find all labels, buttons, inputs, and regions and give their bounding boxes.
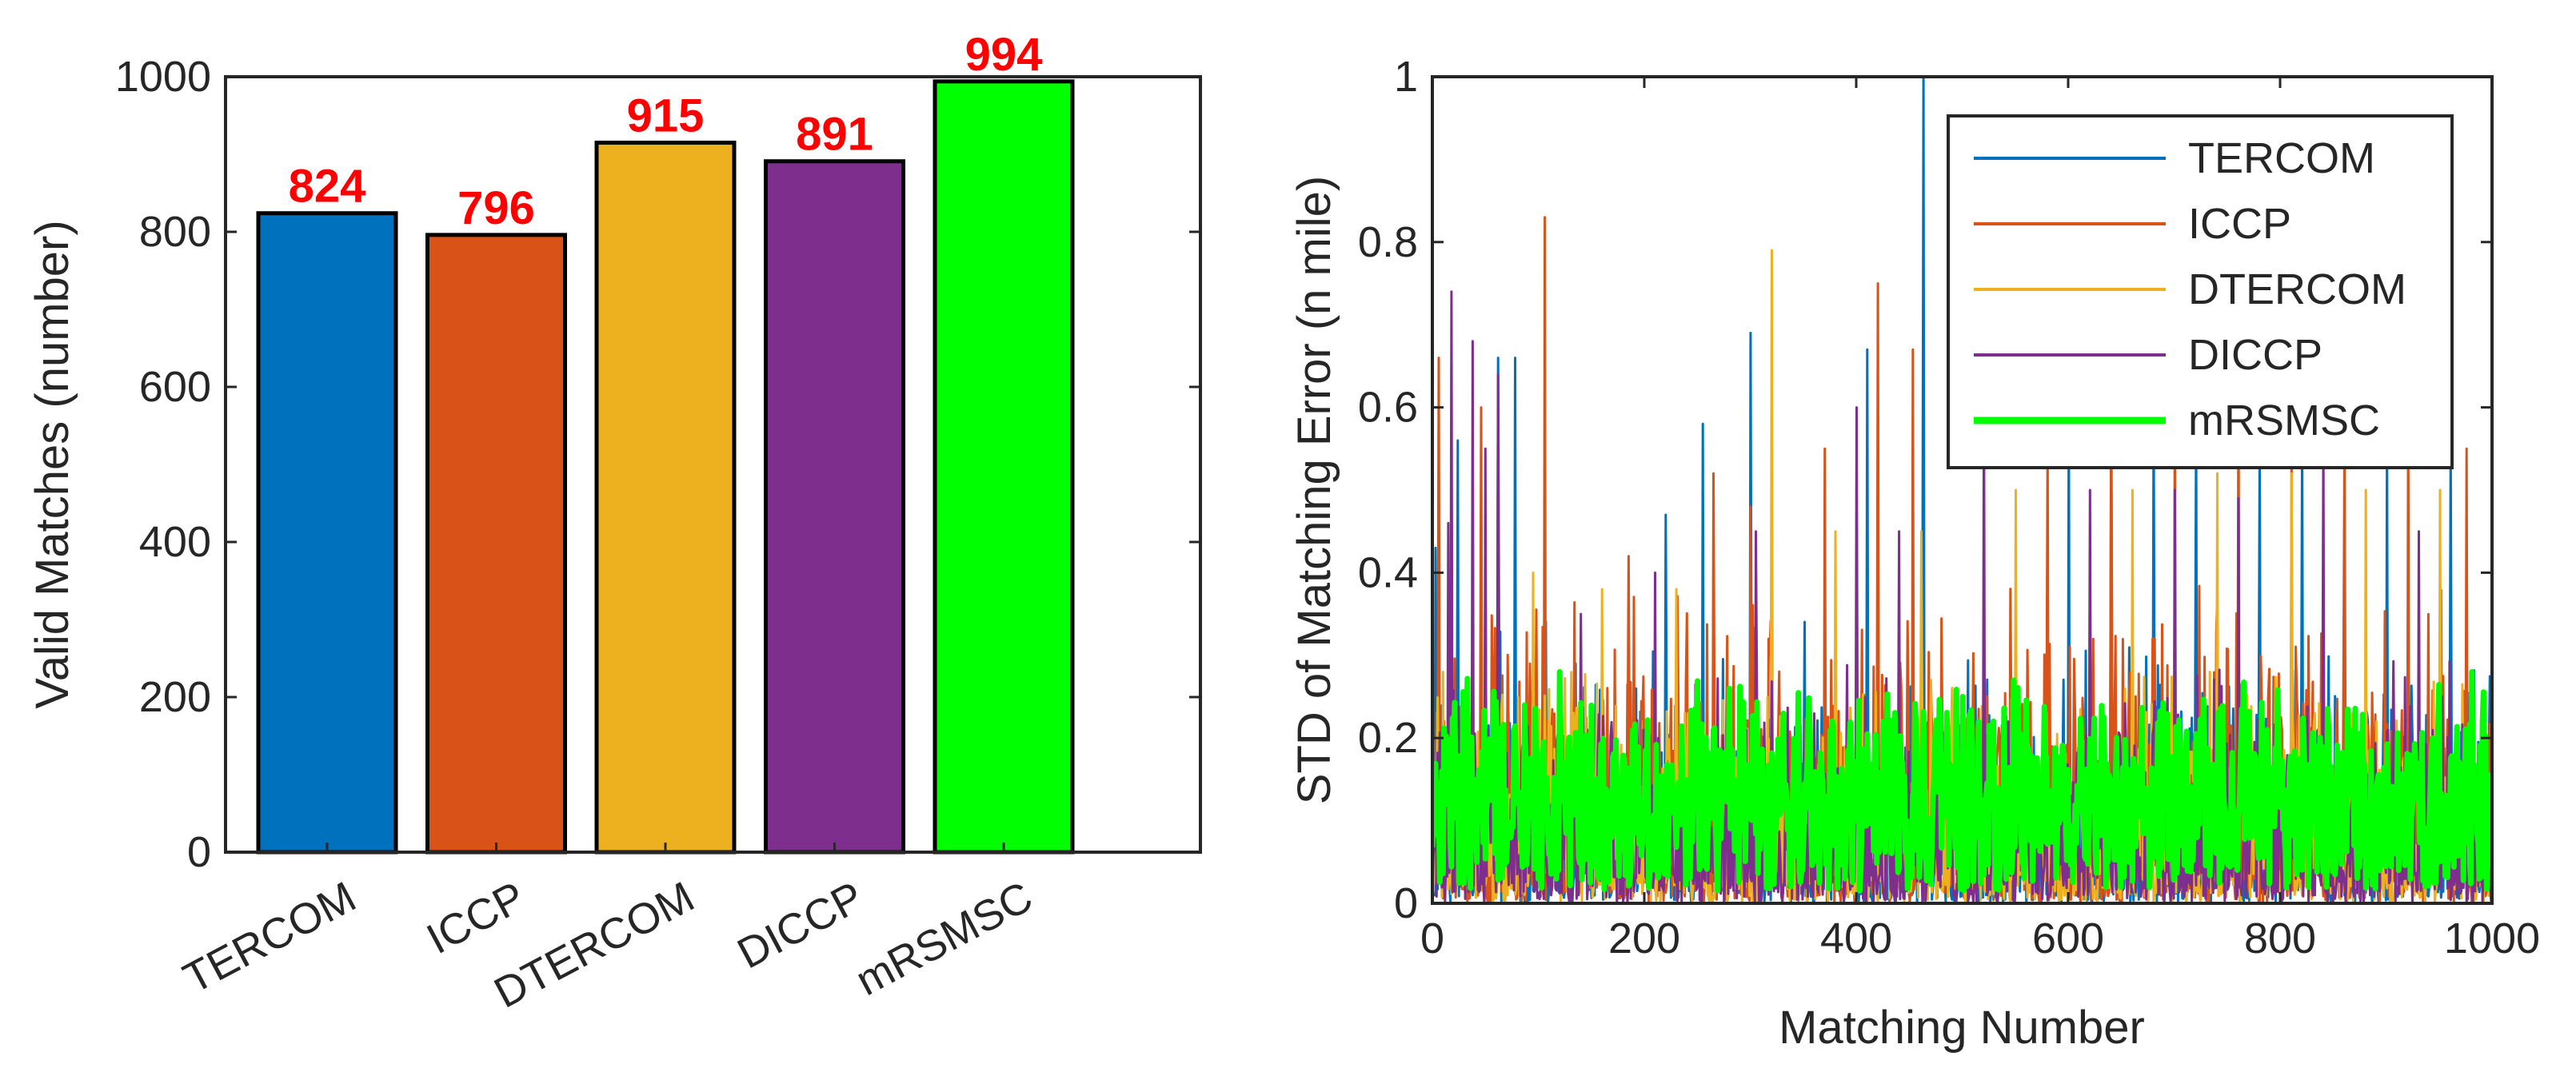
bar-iccp xyxy=(425,233,567,855)
line-chart-x-axis-label: Matching Number xyxy=(1779,1002,2145,1054)
legend-label-diccp: DICCP xyxy=(2188,331,2322,379)
x-tick-label: 0 xyxy=(1420,915,1444,962)
x-tick-label: 600 xyxy=(2032,915,2104,962)
bar-value-label-dtercom: 915 xyxy=(627,90,705,141)
bar-mrsmsc xyxy=(933,79,1075,855)
legend: TERCOM ICCP DTERCOM DICCP mRSMSC xyxy=(1947,114,2454,469)
line-chart-axes-box xyxy=(1431,75,2494,905)
x-tick-label: 400 xyxy=(1820,915,1892,962)
bar-value-label-diccp: 891 xyxy=(796,109,873,161)
x-tick-label: 200 xyxy=(1608,915,1680,962)
y-tick-label: 600 xyxy=(139,363,211,411)
y-tick-label: 0.6 xyxy=(1358,384,1418,432)
bar-tercom xyxy=(256,211,398,855)
bar-dtercom xyxy=(594,140,737,855)
x-tick-label-tercom: TERCOM xyxy=(176,873,364,1003)
y-tick-label: 0.2 xyxy=(1358,714,1418,762)
legend-label-iccp: ICCP xyxy=(2188,200,2291,248)
bar-value-label-mrsmsc: 994 xyxy=(965,29,1043,81)
x-tick-label-mrsmsc: mRSMSC xyxy=(849,873,1040,1006)
series-line-mrsmsc xyxy=(1432,669,2492,894)
y-tick-label: 1 xyxy=(1394,53,1418,101)
y-tick-label: 1000 xyxy=(115,53,211,101)
y-tick-label: 0.4 xyxy=(1358,548,1418,596)
y-tick-label: 800 xyxy=(139,208,211,256)
y-tick-label: 0 xyxy=(187,828,211,876)
bar-chart-y-axis-label: Valid Matches (number) xyxy=(26,220,78,708)
bar-diccp xyxy=(764,159,905,855)
line-chart: 0 200 400 600 800 1000 0 0.2 0.4 0.6 0.8 1 Matching… xyxy=(1288,53,2540,1054)
line-chart-y-axis-label: STD of Matching Error (n mile) xyxy=(1288,176,1340,804)
bar-chart-axes-box xyxy=(224,75,1202,854)
y-tick-label: 400 xyxy=(139,518,211,566)
legend-label-mrsmsc: mRSMSC xyxy=(2188,397,2380,444)
legend-label-tercom: TERCOM xyxy=(2188,134,2375,182)
x-tick-label: 800 xyxy=(2244,915,2316,962)
x-tick-label: 1000 xyxy=(2444,915,2540,962)
bar-value-label-iccp: 796 xyxy=(457,182,535,234)
y-tick-label: 0 xyxy=(1394,879,1418,927)
y-tick-label: 0.8 xyxy=(1358,218,1418,266)
legend-box xyxy=(1947,114,2454,469)
x-tick-label-iccp: ICCP xyxy=(419,873,533,964)
bar-value-label-tercom: 824 xyxy=(289,161,366,213)
y-tick-label: 200 xyxy=(139,673,211,721)
legend-label-dtercom: DTERCOM xyxy=(2188,265,2406,313)
